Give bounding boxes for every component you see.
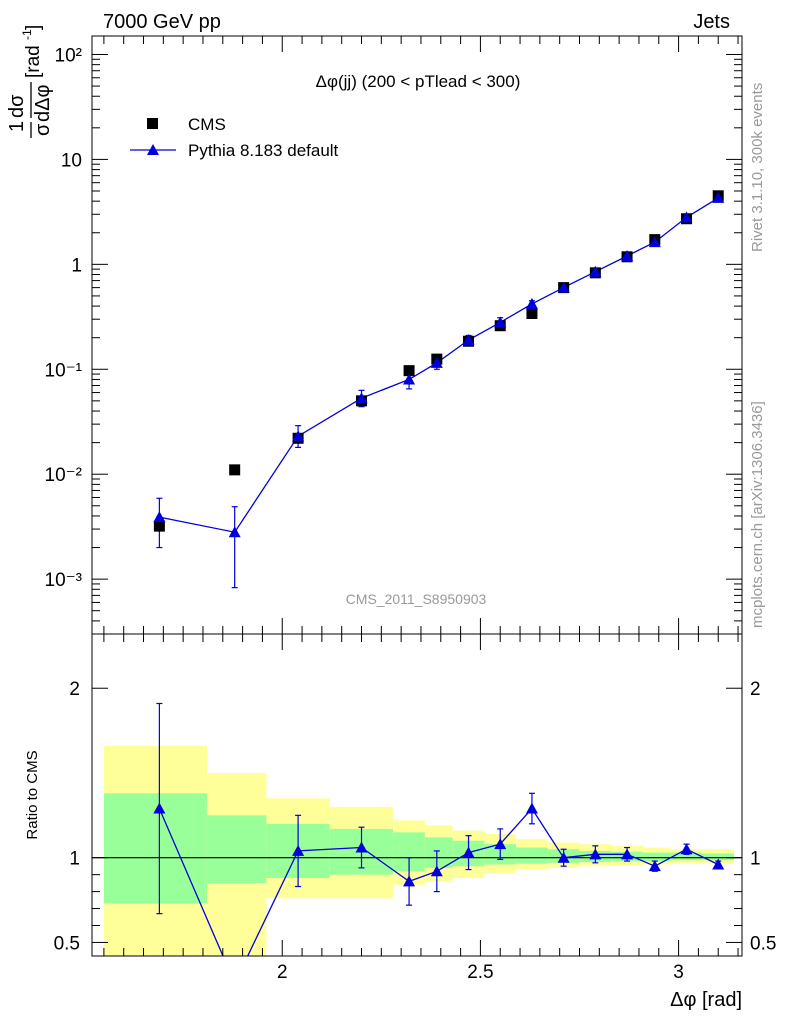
ratio-point (292, 844, 305, 856)
pythia-point (589, 265, 602, 277)
ratio-point (557, 851, 570, 863)
pythia-point (292, 430, 305, 442)
bottom-axis-ticks (92, 634, 742, 956)
top-series-layer (153, 190, 725, 589)
ratio-y-tick-label-right: 0.5 (750, 933, 776, 954)
ratio-point (153, 802, 166, 814)
cms-point (526, 308, 538, 320)
ratio-point (462, 846, 475, 858)
green-band (516, 847, 548, 864)
green-band (424, 837, 453, 868)
pythia-point (525, 297, 538, 309)
top-panel: 10² 10 1 10⁻¹ 10⁻² 10⁻³ Δφ(jj) (200 < pTlead … (6, 25, 743, 635)
x-tick-label: 2 (277, 962, 288, 983)
pythia-point (462, 334, 475, 346)
y-title-ddphi: dΔφ (32, 85, 54, 122)
ratio-point (621, 848, 634, 860)
bottom-clipped-layer (153, 702, 725, 988)
ratio-y-tick-label-left: 2 (69, 679, 80, 700)
top-y-tick-label: 1 (71, 255, 82, 276)
bottom-y-tick-labels: 2 2 1 1 0.5 0.5 (54, 679, 777, 954)
bottom-series-layer (153, 702, 725, 988)
ratio-point (355, 841, 368, 853)
pythia-point (712, 191, 725, 203)
ratio-y-tick-label-right: 2 (750, 679, 761, 700)
green-band (206, 815, 267, 884)
watermark: CMS_2011_S8950903 (346, 591, 487, 607)
green-band (642, 852, 671, 862)
y-title-sigma: σ (32, 123, 54, 136)
pythia-point (621, 250, 634, 262)
x-tick-label: 2.5 (467, 962, 493, 983)
ratio-point (430, 865, 443, 877)
top-axis-ticks (92, 36, 742, 635)
ratio-point (525, 802, 538, 814)
ratio-point (648, 860, 661, 872)
pythia-point (228, 526, 241, 538)
top-y-tick-label: 10⁻³ (45, 570, 83, 591)
legend: CMS Pythia 8.183 default (130, 115, 339, 160)
y-title-one: 1 (6, 121, 28, 132)
pythia-point (494, 316, 507, 328)
top-y-tick-label: 10⁻² (45, 465, 83, 486)
y-title-unit: [rad (23, 45, 44, 78)
top-y-tick-labels: 10² 10 1 10⁻¹ 10⁻² 10⁻³ (45, 45, 83, 591)
ratio-point (229, 977, 241, 988)
pythia-point (403, 373, 416, 385)
green-band (702, 853, 735, 861)
ratio-point (403, 875, 416, 887)
x-axis-title: Δφ [rad] (670, 989, 742, 1011)
y-title-unit-close: ] (23, 25, 44, 30)
process-label: Jets (693, 11, 730, 33)
top-y-tick-label: 10 (61, 150, 82, 171)
top-y-tick-label: 10² (55, 45, 82, 66)
y-title-unit-exp: -1 (20, 29, 34, 40)
legend-cms-label: CMS (188, 115, 226, 134)
green-band (670, 852, 703, 861)
ratio-point (589, 848, 602, 860)
legend-cms-marker (147, 118, 158, 129)
pythia-point (430, 356, 443, 368)
legend-pythia-label: Pythia 8.183 default (188, 141, 339, 160)
plot-title: Δφ(jj) (200 < pTlead < 300) (316, 72, 521, 91)
y-title-dsigma: dσ (6, 94, 28, 118)
x-tick-label: 3 (673, 962, 684, 983)
ratio-y-tick-label-right: 1 (750, 849, 761, 870)
ratio-y-tick-label-left: 0.5 (54, 933, 80, 954)
legend-pythia-marker (147, 144, 159, 155)
top-y-tick-label: 10⁻¹ (45, 360, 83, 381)
x-tick-labels: 2 2.5 3 (277, 962, 684, 983)
pythia-point (153, 511, 166, 523)
ratio-y-tick-label-left: 1 (69, 849, 80, 870)
top-y-axis-title: 1 σ dσ dΔφ [rad -1 ] (6, 25, 54, 138)
pythia-point (680, 211, 693, 223)
energy-label: 7000 GeV pp (103, 11, 221, 33)
cms-point (153, 520, 165, 532)
pythia-point (557, 281, 570, 293)
pythia-point (355, 392, 368, 404)
cms-point (229, 464, 241, 476)
cms-point (403, 365, 415, 377)
bottom-y-axis-title: Ratio to CMS (24, 750, 41, 839)
side-label-top: Rivet 3.1.10, 300k events (749, 83, 766, 252)
bottom-panel: 2 21 10.5 0.5 2 2.5 3 Ratio to CMS Δφ [rad] (24, 633, 777, 1011)
ratio-point (680, 843, 693, 855)
side-label-bottom: mcplots.cern.ch [arXiv:1306.3436] (749, 401, 766, 628)
pythia-point (648, 236, 661, 248)
ratio-point (494, 838, 507, 850)
uncertainty-bands (103, 745, 735, 956)
ratio-point (712, 858, 725, 870)
bottom-panel-frame (91, 633, 743, 957)
